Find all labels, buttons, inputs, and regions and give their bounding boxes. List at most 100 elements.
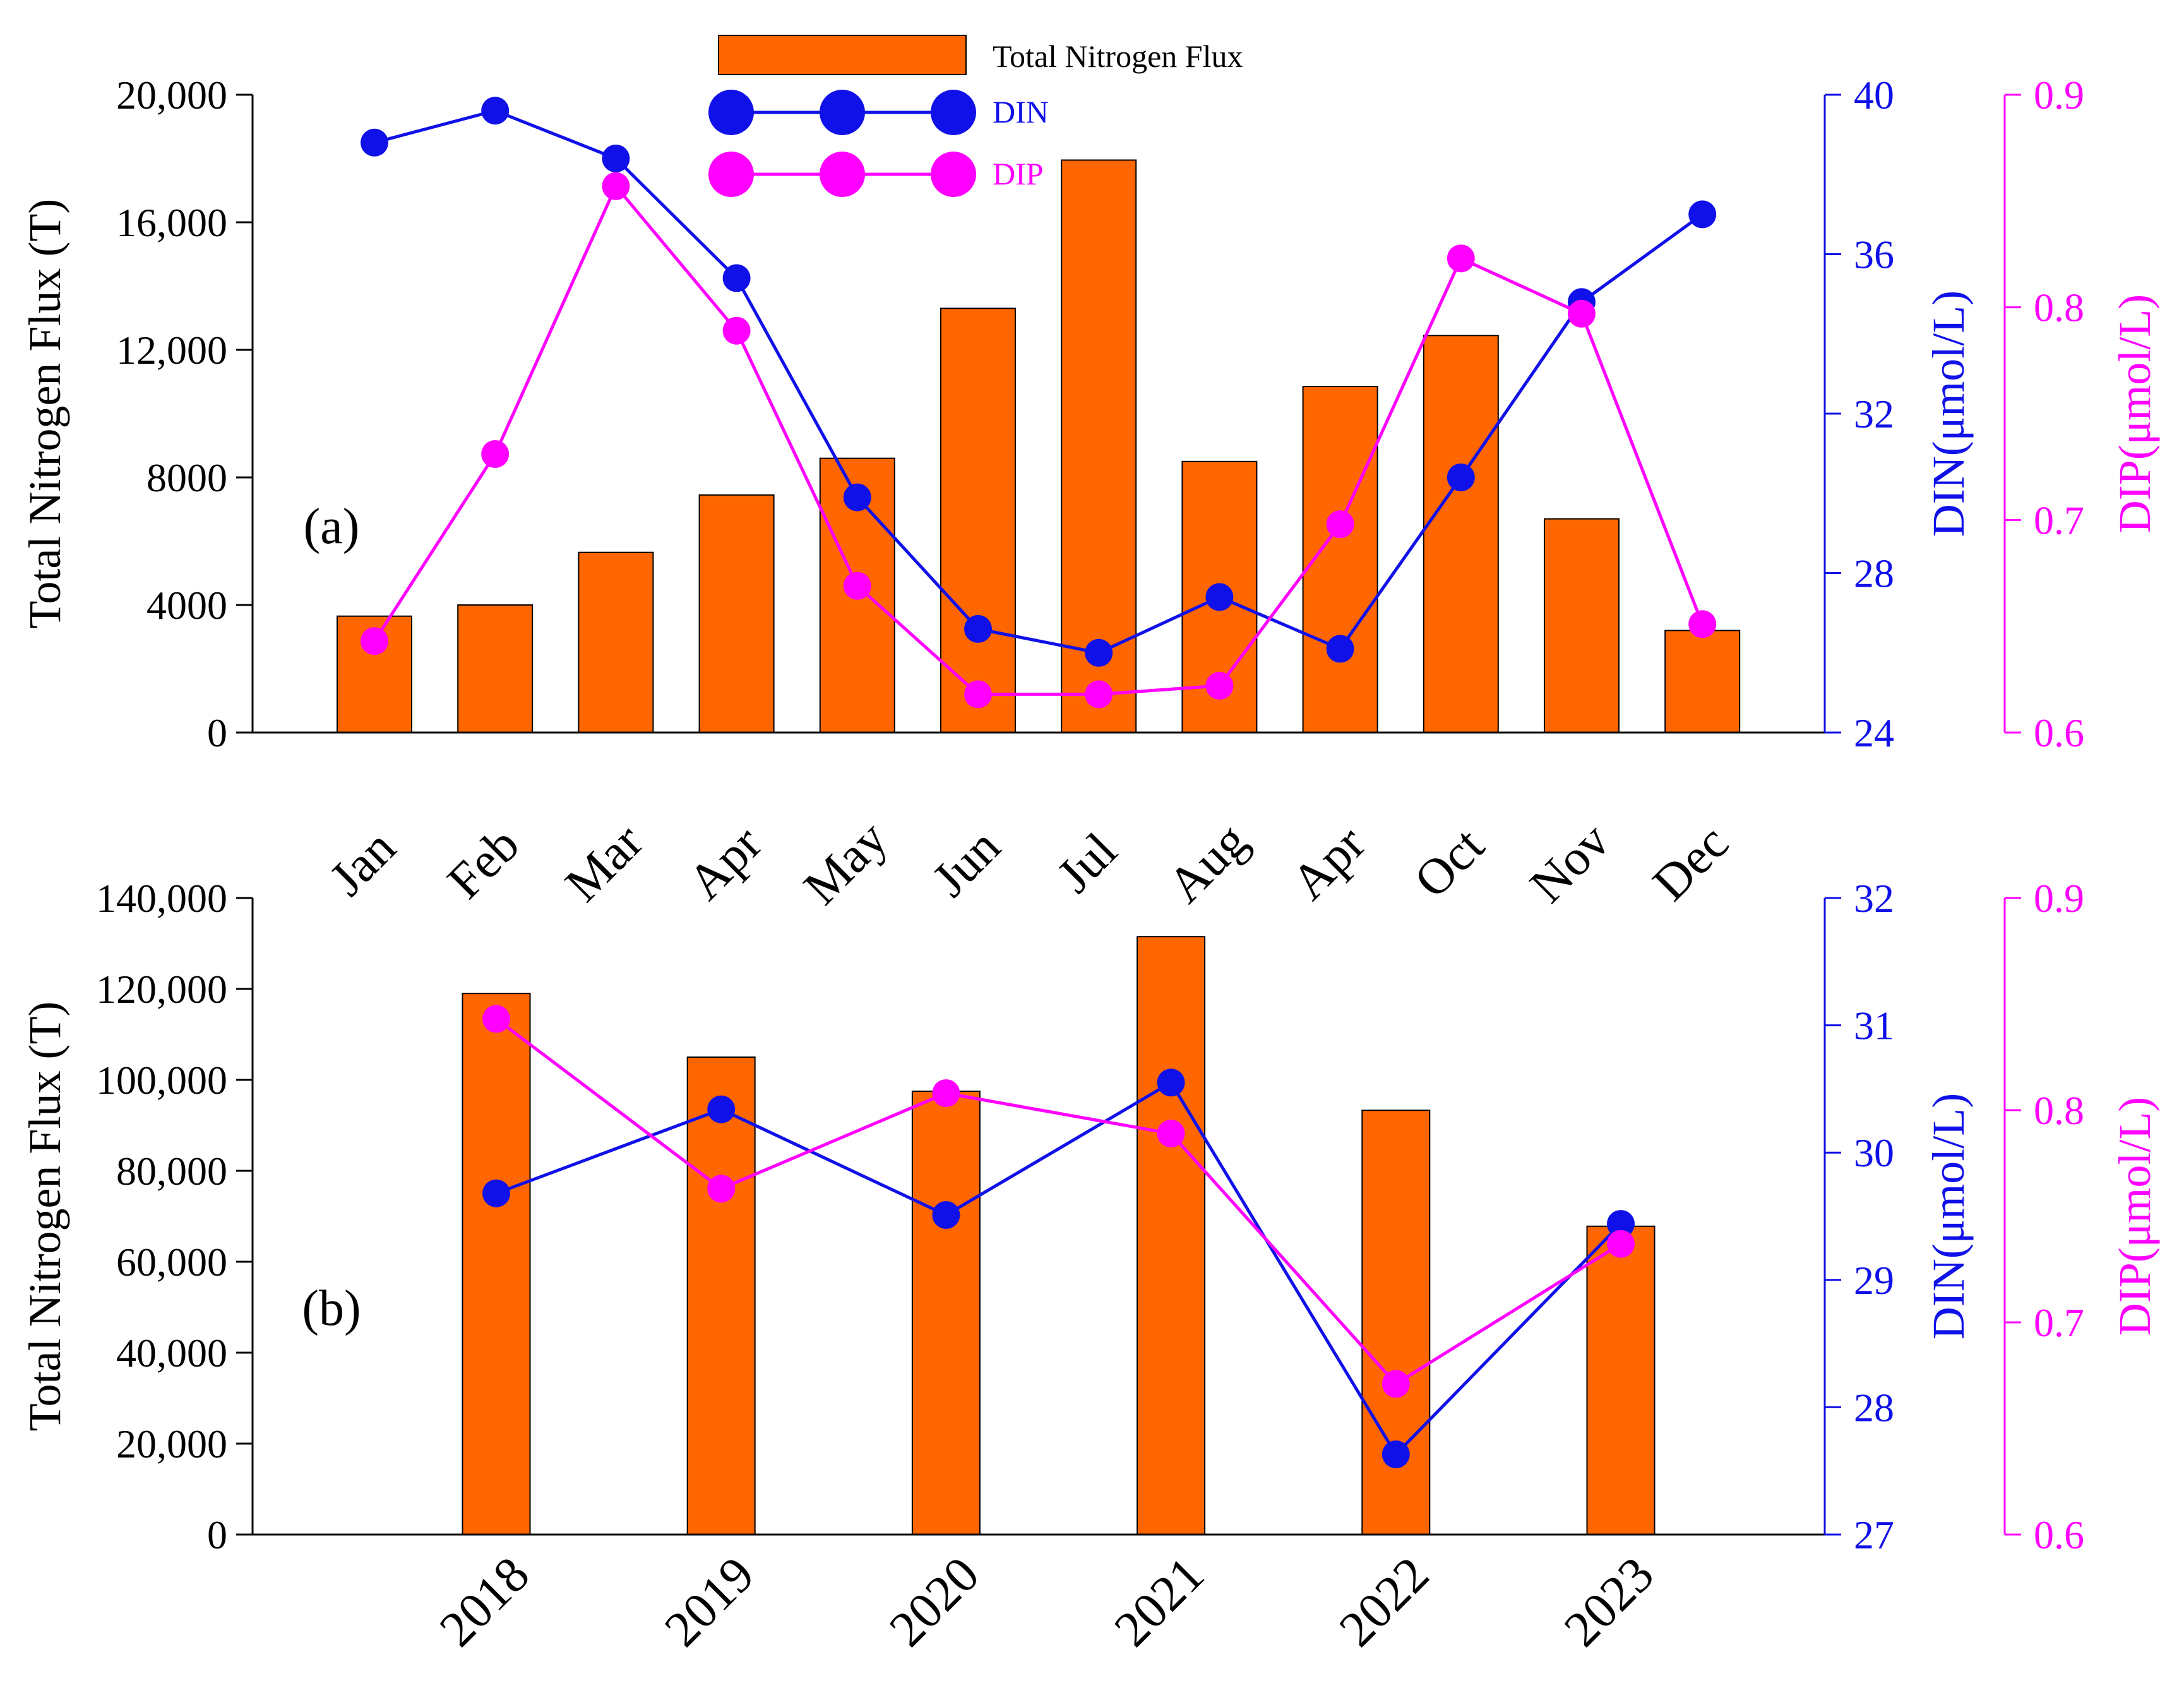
dip-point-oct (1447, 244, 1475, 273)
din-point-2018 (482, 1179, 510, 1207)
dip-point-dec (1688, 610, 1717, 638)
left-axis-tick-label: 20,000 (116, 73, 227, 117)
dip-point-jun (964, 680, 992, 709)
din-point-jan (361, 128, 388, 157)
dip-point-2022 (1381, 1370, 1410, 1398)
din-series-line (496, 1080, 1622, 1458)
bar-nov (1544, 518, 1620, 733)
bar-2021 (1137, 936, 1206, 1535)
left-axis-tick-label: 140,000 (96, 876, 227, 921)
left-axis-tick-label: 0 (207, 1512, 227, 1557)
legend-dip-marker (820, 152, 865, 197)
left-axis-tick-label: 120,000 (96, 967, 227, 1012)
bar-2023 (1586, 1225, 1656, 1536)
din-axis-tick-label: 29 (1854, 1258, 1894, 1303)
din-point-apr (1326, 635, 1354, 663)
din-axis-title: DIN(μmol/L) (1923, 290, 1974, 537)
bar-apr (698, 494, 775, 733)
bar-2018 (462, 993, 531, 1535)
legend-dip-label: DIP (993, 156, 1044, 191)
dip-axis-tick-label: 0.8 (2034, 1088, 2084, 1133)
legend-dip-marker (931, 152, 976, 197)
left-axis-tick-label: 0 (207, 710, 227, 755)
din-axis-tick-label: 40 (1854, 73, 1894, 117)
left-axis-tick-label: 60,000 (116, 1240, 227, 1284)
left-axis-tick-label: 40,000 (116, 1331, 227, 1375)
din-axis-tick-label: 36 (1854, 232, 1894, 277)
dip-point-apr (722, 316, 751, 345)
bar-jul (1061, 159, 1137, 733)
dip-point-2020 (932, 1079, 960, 1108)
dip-point-feb (481, 440, 510, 468)
dip-axis-tick-label: 0.6 (2034, 1512, 2084, 1557)
dip-point-jul (1085, 680, 1113, 709)
legend-bar-swatch (718, 35, 967, 75)
legend-din-marker (820, 90, 865, 135)
legend-din-marker (931, 90, 976, 135)
din-point-apr (722, 264, 751, 292)
dip-axis-title: DIP(μmol/L) (2109, 1097, 2160, 1336)
dip-point-2021 (1157, 1120, 1185, 1147)
din-axis-tick-label: 32 (1854, 392, 1894, 436)
din-axis-tick-label: 32 (1854, 876, 1894, 921)
bar-dec (1664, 630, 1741, 734)
din-point-may (843, 483, 871, 512)
dip-axis-tick-label: 0.6 (2034, 710, 2084, 755)
left-axis-title: Total Nitrogen Flux (T) (20, 199, 70, 629)
dip-point-nov (1568, 299, 1596, 328)
left-axis-tick-label: 16,000 (116, 200, 227, 245)
legend-bar-label: Total Nitrogen Flux (993, 39, 1243, 74)
bar-oct (1423, 335, 1499, 733)
left-axis-tick-label: 100,000 (96, 1058, 227, 1103)
din-point-oct (1447, 464, 1475, 491)
dip-point-jan (361, 627, 388, 655)
dip-point-2018 (482, 1005, 510, 1033)
din-axis-tick-label: 28 (1854, 551, 1894, 596)
din-series-line (374, 109, 1704, 655)
bar-2020 (911, 1091, 981, 1535)
dip-axis-tick-label: 0.8 (2034, 285, 2084, 330)
dip-point-mar (602, 172, 630, 200)
bar-2019 (686, 1056, 756, 1535)
dip-axis-tick-label: 0.9 (2034, 73, 2084, 117)
din-point-mar (602, 145, 630, 172)
din-point-feb (481, 97, 510, 125)
din-point-jul (1085, 638, 1113, 667)
din-point-aug (1205, 583, 1234, 611)
dip-axis-tick-label: 0.7 (2034, 498, 2084, 542)
left-axis-title: Total Nitrogen Flux (T) (20, 1002, 70, 1432)
din-point-2021 (1157, 1068, 1185, 1097)
din-axis-tick-label: 30 (1854, 1130, 1894, 1175)
panel-label: (a) (304, 499, 360, 554)
dip-point-apr (1326, 510, 1354, 539)
bar-mar (578, 551, 654, 733)
legend-din-label: DIN (993, 94, 1049, 129)
legend-dip-marker (708, 152, 754, 197)
dip-axis-title: DIP(μmol/L) (2109, 294, 2160, 534)
left-axis-tick-label: 12,000 (116, 328, 227, 373)
din-point-2019 (707, 1095, 736, 1123)
left-axis-tick-label: 8000 (146, 455, 227, 500)
bar-2022 (1361, 1110, 1431, 1535)
din-point-jun (964, 614, 992, 643)
dip-series-line (495, 1017, 1622, 1386)
din-axis-tick-label: 28 (1854, 1385, 1894, 1430)
dip-point-may (843, 572, 871, 600)
left-axis-tick-label: 80,000 (116, 1149, 227, 1194)
dip-axis-tick-label: 0.9 (2034, 876, 2084, 921)
legend: Total Nitrogen Flux DIN DIP (708, 35, 1243, 197)
legend-din-marker (708, 90, 754, 135)
dip-point-2023 (1607, 1230, 1635, 1258)
panel-label: (b) (302, 1281, 361, 1336)
dip-point-aug (1205, 671, 1234, 700)
din-axis-title: DIN(μmol/L) (1923, 1093, 1974, 1340)
din-axis-tick-label: 27 (1854, 1512, 1894, 1557)
din-point-2023 (1607, 1210, 1635, 1238)
dip-axis-tick-label: 0.7 (2034, 1300, 2084, 1345)
left-axis-tick-label: 4000 (146, 583, 227, 628)
bar-feb (457, 604, 534, 733)
dip-point-2019 (707, 1175, 736, 1203)
din-axis-tick-label: 24 (1854, 710, 1894, 755)
